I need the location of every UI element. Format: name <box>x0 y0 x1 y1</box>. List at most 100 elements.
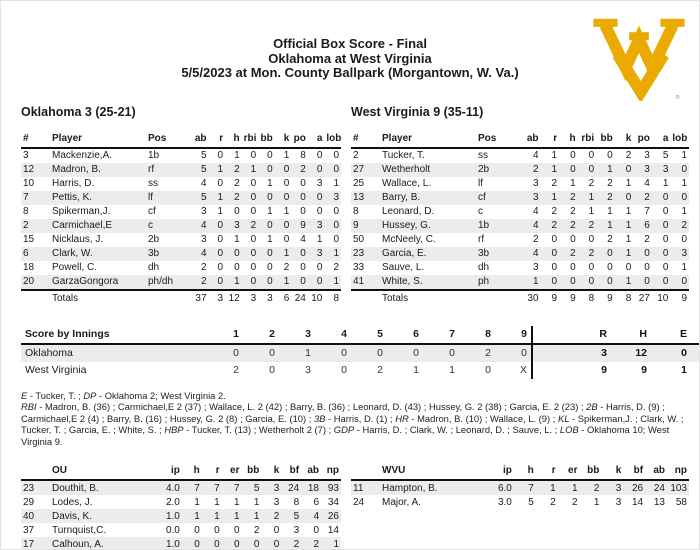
table-cell: Pettis, K. <box>52 192 93 203</box>
table-cell: 7 <box>194 482 200 494</box>
table-cell: 3 <box>258 288 275 306</box>
table-header-row: WVU ip h r er bb k bf ab np <box>351 463 689 482</box>
table-cell: 2 <box>300 164 306 175</box>
table-cell: 0 <box>644 248 650 259</box>
table-cell: 5 <box>293 510 300 522</box>
player-row: 18 Powell, C. dh 2 0 0 0 0 2 0 0 2 <box>21 261 341 275</box>
table-cell: 23 <box>23 482 35 494</box>
table-cell: 10 <box>691 344 699 362</box>
table-cell: 2 <box>570 220 576 231</box>
table-cell: 26 <box>632 482 644 494</box>
stat-abbreviation: LOB <box>559 424 579 436</box>
table-header-row: OU ip h r er bb k bf ab np <box>21 463 341 482</box>
table-cell: rf <box>148 164 155 175</box>
table-cell: 2 <box>200 276 207 287</box>
player-row: 17 Calhoun, A. 1.0 0 0 0 0 0 2 2 1 <box>21 537 341 550</box>
table-cell: 1 <box>283 206 290 217</box>
column-header: r <box>535 463 558 482</box>
table-cell: 10 <box>23 178 35 189</box>
table-cell: 2 <box>23 220 29 231</box>
table-cell: Wallace, L. <box>382 178 432 189</box>
table-cell: 0 <box>234 262 240 273</box>
table-cell: 30 <box>522 288 541 306</box>
column-header: er <box>221 463 242 482</box>
stat-abbreviation: 2B <box>586 401 598 413</box>
table-cell: 0 <box>267 262 273 273</box>
table-cell: Sauve, L. <box>382 262 425 273</box>
table-cell: 2 <box>551 206 558 217</box>
column-header <box>531 325 571 345</box>
table-cell: 0 <box>300 262 306 273</box>
table-cell: 1 <box>625 276 632 287</box>
table-cell: 0 <box>267 220 273 231</box>
table-cell: 1 <box>681 364 687 376</box>
column-header: 3 <box>279 325 315 345</box>
table-cell: 0 <box>570 262 576 273</box>
table-cell: 0 <box>570 234 576 245</box>
column-header: bf <box>623 463 646 482</box>
column-header: ab <box>192 130 209 149</box>
table-cell: X <box>519 364 527 376</box>
player-row: 10 Harris, D. ss 4 0 2 0 1 0 0 3 1 <box>21 177 341 191</box>
table-cell: 0 <box>217 234 224 245</box>
table-cell: 0 <box>333 164 339 175</box>
table-cell: 1.0 <box>165 510 180 522</box>
table-cell: 41 <box>353 276 365 287</box>
column-header <box>351 463 380 482</box>
column-header: po <box>633 130 652 149</box>
table-cell: 34 <box>327 496 339 508</box>
column-header: 9 <box>495 325 532 345</box>
table-cell: Calhoun, A. <box>52 538 104 550</box>
table-cell: 3b <box>478 248 490 259</box>
line-score-table: Score by Innings123456789RHELOB Oklahoma… <box>21 325 699 379</box>
table-cell: 0 <box>217 178 224 189</box>
table-header-row: # Player Pos ab r h rbi bb k po a lob <box>351 130 689 149</box>
table-cell: 6 <box>313 496 319 508</box>
table-cell: 1 <box>333 276 339 287</box>
table-cell: 1 <box>625 178 632 189</box>
table-cell: 0 <box>449 347 455 359</box>
table-cell: 3 <box>305 364 311 376</box>
home-batting-table: # Player Pos ab r h rbi bb k po a lob 2 Tucker, T. ss… <box>351 130 689 306</box>
table-cell: 1 <box>217 206 224 217</box>
table-cell: 9 <box>353 220 359 231</box>
table-cell: 8 <box>614 288 634 306</box>
table-cell: 3 <box>532 192 539 203</box>
column-header: # <box>21 130 50 149</box>
table-cell: 0 <box>273 524 280 536</box>
table-cell: 0 <box>233 524 240 536</box>
table-cell: 2 <box>253 524 260 536</box>
table-cell: 23 <box>353 248 365 259</box>
column-header: 4 <box>315 325 351 345</box>
table-cell: Tucker, T. <box>382 150 425 161</box>
player-row: 23 Douthit, B. 4.0 7 7 7 5 3 24 18 93 <box>21 480 341 496</box>
table-cell: 2 <box>588 178 595 189</box>
table-cell: 2 <box>681 220 687 231</box>
table-cell: 2 <box>234 164 240 175</box>
table-cell: 3 <box>234 220 240 231</box>
column-header: np <box>667 463 689 482</box>
table-cell: 1 <box>593 496 600 508</box>
table-cell: 0 <box>250 192 257 203</box>
table-cell: Clark, W. <box>52 248 93 259</box>
table-cell: Douthit, B. <box>52 482 99 494</box>
table-cell: 0 <box>521 347 527 359</box>
table-cell: Powell, C. <box>52 262 98 273</box>
table-cell: 0 <box>570 276 576 287</box>
table-cell: 1 <box>214 496 220 508</box>
table-cell: 50 <box>353 234 365 245</box>
table-cell: 0 <box>267 248 273 259</box>
table-cell: 0 <box>662 220 669 231</box>
table-cell: 2 <box>607 234 613 245</box>
table-cell: 3b <box>148 248 160 259</box>
table-cell: 0 <box>316 276 323 287</box>
stat-abbreviation: E <box>21 389 28 401</box>
table-cell: 3 <box>662 164 669 175</box>
table-cell: 26 <box>327 510 339 522</box>
wvu-flying-wv-logo: ® <box>593 18 685 101</box>
table-cell: 1 <box>449 364 455 376</box>
table-cell: 0 <box>681 164 687 175</box>
stat-abbreviation: HR <box>395 412 409 424</box>
table-cell: 3 <box>273 496 280 508</box>
table-cell: 3 <box>316 220 323 231</box>
